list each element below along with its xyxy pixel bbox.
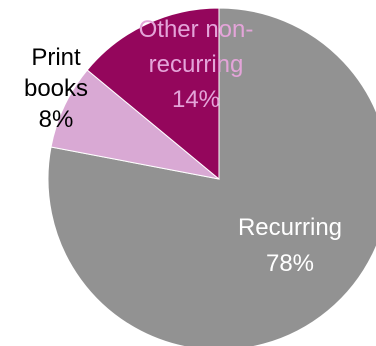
slice-label-1-line-1: books xyxy=(24,75,88,102)
pie-slice-0 xyxy=(47,7,376,346)
slice-label-2-line-0: Other non- xyxy=(139,16,254,43)
pie-slice-2 xyxy=(86,7,220,181)
slice-label-2-line-2: 14% xyxy=(172,86,220,113)
slice-label-0-line-0: Recurring xyxy=(238,214,342,241)
slice-label-0-line-1: 78% xyxy=(266,250,314,277)
slice-label-2: Other non-recurring 14% xyxy=(139,16,254,113)
slice-label-1: Print books 8% xyxy=(24,44,88,133)
slice-label-2-line-1: recurring xyxy=(149,51,244,78)
slice-label-1-line-2: 8% xyxy=(39,106,74,133)
slice-label-1-line-0: Print xyxy=(31,44,81,71)
slice-label-0: Recurring 78% xyxy=(238,214,342,277)
